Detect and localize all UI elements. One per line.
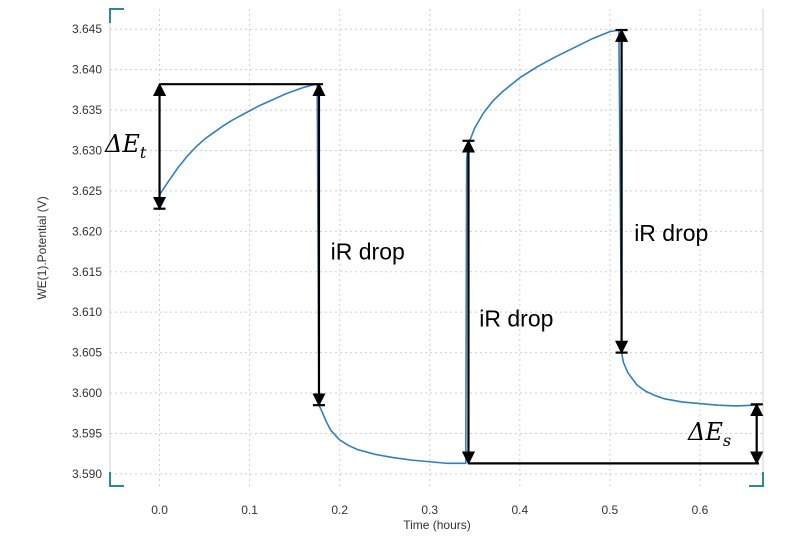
y-axis-title: WE(1).Potential (V) — [35, 196, 49, 299]
x-tick-label: 0.5 — [602, 503, 619, 517]
delta-e-s-label: ΔEs — [687, 418, 731, 450]
x-tick-label: 0.2 — [331, 503, 348, 517]
x-tick-label: 0.6 — [692, 503, 709, 517]
corner-mark-top-left — [109, 8, 124, 23]
tick-labels: 0.0 0.1 0.2 0.3 0.4 0.5 0.6 3.590 3.595 3.600 3.60… — [72, 22, 709, 517]
x-tick-label: 0.0 — [151, 503, 168, 517]
y-tick-label: 3.640 — [72, 63, 102, 77]
y-tick-label: 3.630 — [72, 143, 102, 157]
y-tick-label: 3.595 — [72, 426, 102, 440]
delta-e-s-sub: s — [723, 431, 731, 450]
axes — [109, 8, 764, 487]
y-tick-label: 3.645 — [72, 22, 102, 36]
delta-e-t-sub: t — [140, 143, 147, 162]
x-axis-title: Time (hours) — [403, 518, 471, 532]
y-tick-label: 3.610 — [72, 305, 102, 319]
annotation-layer: iR drop iR drop iR drop — [152, 28, 764, 465]
ir-drop-label-1: iR drop — [331, 239, 405, 265]
delta-e-s-base: ΔE — [687, 418, 723, 446]
corner-mark-bottom-right — [749, 472, 764, 487]
potential-series-line — [158, 29, 764, 465]
ir-drop-label-3: iR drop — [634, 220, 708, 246]
corner-mark-bottom-left — [109, 472, 124, 487]
y-tick-label: 3.620 — [72, 224, 102, 238]
x-tick-label: 0.4 — [511, 503, 528, 517]
y-tick-label: 3.590 — [72, 467, 102, 481]
y-tick-label: 3.605 — [72, 346, 102, 360]
x-tick-label: 0.3 — [421, 503, 438, 517]
ir-drop-label-2: iR drop — [479, 306, 553, 332]
y-tick-label: 3.635 — [72, 103, 102, 117]
delta-e-t-base: ΔE — [104, 130, 140, 158]
y-tick-label: 3.600 — [72, 386, 102, 400]
grid — [110, 9, 763, 486]
y-tick-label: 3.615 — [72, 265, 102, 279]
series-layer — [158, 29, 764, 465]
y-tick-label: 3.625 — [72, 184, 102, 198]
delta-e-t-label: ΔEt — [104, 130, 147, 162]
x-tick-label: 0.1 — [241, 503, 258, 517]
